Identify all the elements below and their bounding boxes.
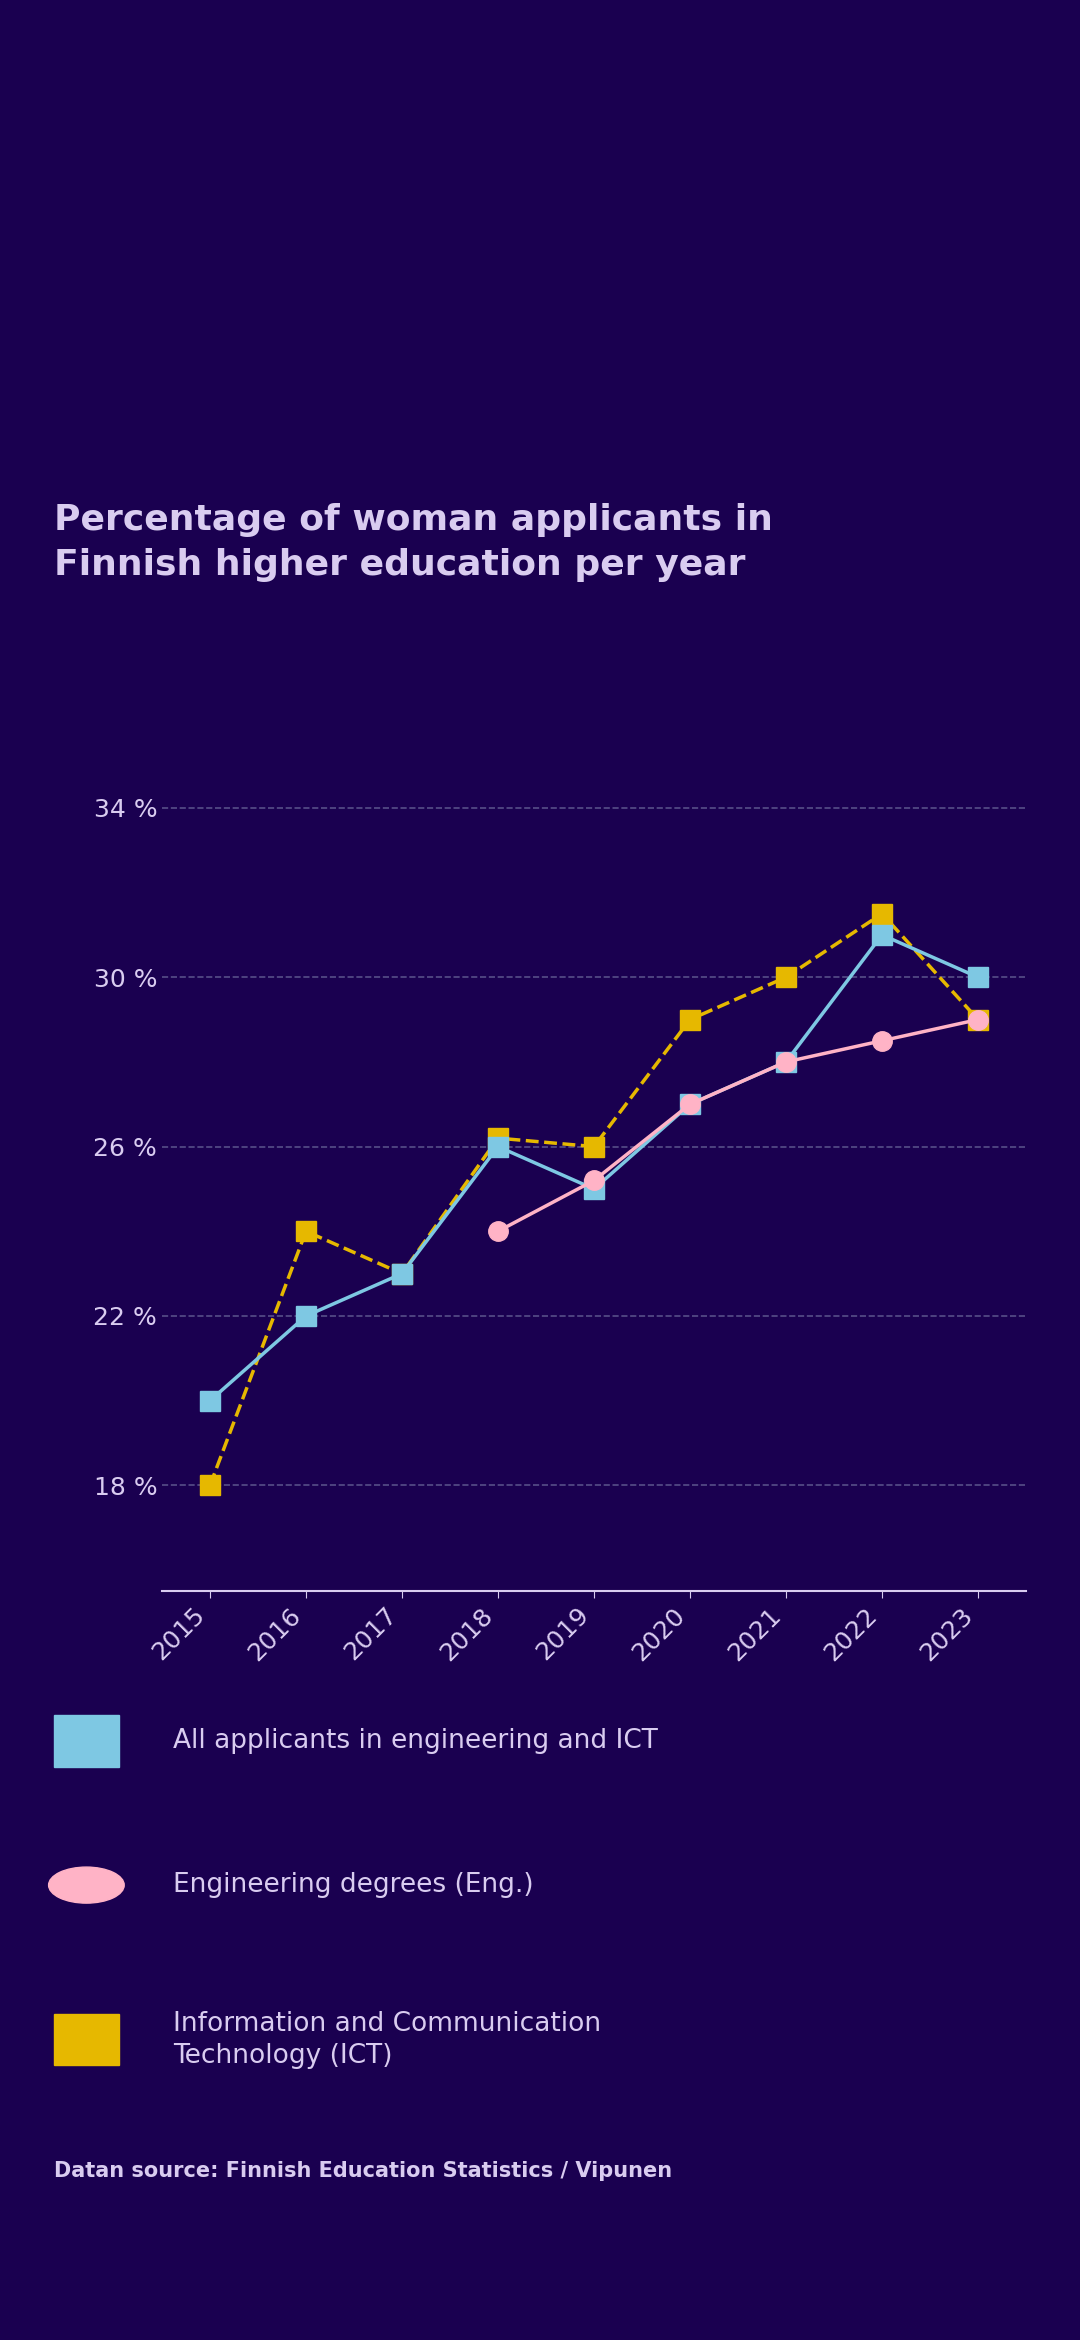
Text: All applicants in engineering and ICT: All applicants in engineering and ICT bbox=[173, 1727, 658, 1755]
Text: Information and Communication
Technology (ICT): Information and Communication Technology… bbox=[173, 2010, 600, 2069]
Text: Percentage of woman applicants in
Finnish higher education per year: Percentage of woman applicants in Finnis… bbox=[54, 503, 773, 583]
FancyBboxPatch shape bbox=[54, 2015, 119, 2066]
Text: Datan source: Finnish Education Statistics / Vipunen: Datan source: Finnish Education Statisti… bbox=[54, 2160, 672, 2181]
Text: Engineering degrees (Eng.): Engineering degrees (Eng.) bbox=[173, 1872, 534, 1898]
FancyBboxPatch shape bbox=[54, 1715, 119, 1767]
Circle shape bbox=[49, 1867, 124, 1902]
